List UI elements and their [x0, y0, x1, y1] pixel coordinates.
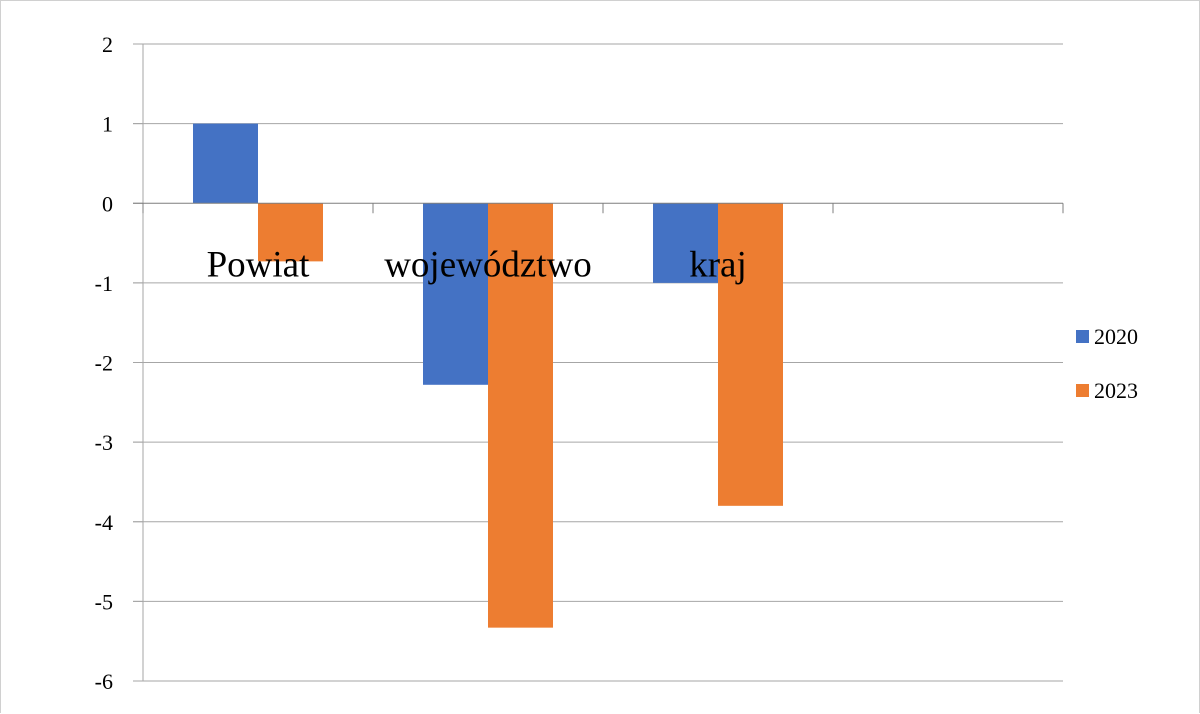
legend-label: 2023	[1094, 378, 1138, 403]
bar-2023-2	[718, 203, 783, 506]
legend-swatch-2020	[1076, 330, 1089, 343]
y-tick-label: -4	[95, 510, 113, 535]
bars	[193, 123, 783, 628]
bar-2023-0	[258, 203, 323, 262]
y-tick-label: -5	[95, 589, 113, 614]
bar-2020-2	[653, 203, 718, 283]
bar-2020-1	[423, 203, 488, 385]
legend: 2020 2023	[1076, 324, 1138, 403]
axes	[133, 43, 1064, 682]
bar-2023-1	[488, 203, 553, 628]
gridlines	[133, 43, 1063, 682]
y-tick-label: -2	[95, 351, 113, 376]
y-tick-label: -6	[95, 669, 113, 694]
y-tick-label: 1	[102, 112, 113, 137]
legend-swatch-2023	[1076, 384, 1089, 397]
category-label: województwo	[384, 244, 592, 285]
category-label: Powiat	[207, 244, 311, 285]
bar-2020-0	[193, 123, 258, 204]
y-tick-label: 0	[102, 191, 113, 216]
y-tick-label: 2	[102, 32, 113, 57]
y-tick-label: -1	[95, 271, 113, 296]
y-tick-label: -3	[95, 430, 113, 455]
labels: 2 1 0 -1 -2 -3 -4 -5 -6 Powiat województwo kraj	[95, 32, 747, 694]
category-label: kraj	[689, 244, 747, 285]
legend-label: 2020	[1094, 324, 1138, 349]
